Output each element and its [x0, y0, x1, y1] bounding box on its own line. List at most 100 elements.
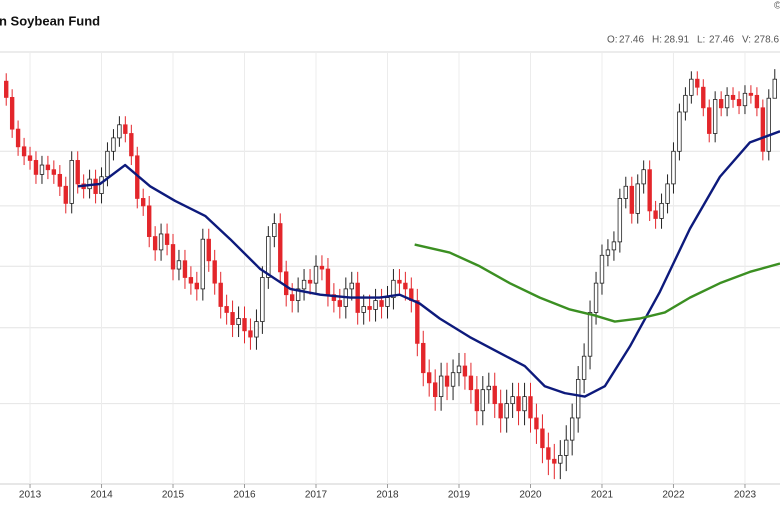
candle-body: [152, 236, 158, 251]
candle-body: [337, 300, 342, 307]
candle-body: [635, 183, 640, 214]
candle-body: [742, 92, 748, 107]
candle-body: [415, 300, 420, 344]
header-value: 28.91: [664, 35, 689, 46]
candle-body: [278, 223, 283, 273]
header-label: L:: [697, 35, 705, 46]
candle-body: [766, 97, 771, 152]
candle-body: [129, 133, 134, 157]
candle-body: [242, 318, 247, 332]
candle-body: [319, 265, 325, 270]
candle-body: [218, 282, 223, 307]
candle-body: [63, 185, 68, 204]
candle-body: [456, 365, 462, 374]
candle-body: [123, 124, 128, 134]
candle-body: [462, 365, 468, 377]
header-value: 27.46: [619, 35, 644, 46]
candle-body: [748, 92, 754, 96]
candle-body: [117, 124, 122, 139]
candle-body: [57, 173, 63, 187]
candle-body: [736, 99, 742, 107]
candle-body: [629, 185, 634, 214]
candle-body: [772, 78, 777, 99]
candle-body: [438, 375, 444, 398]
candle-body: [534, 417, 539, 430]
candle-body: [665, 183, 670, 204]
candle-body: [617, 198, 623, 243]
candle-body: [754, 94, 760, 109]
candle-body: [581, 355, 587, 380]
x-tick-label: 2021: [591, 490, 614, 501]
candle-body: [432, 382, 438, 398]
candle-body: [510, 396, 515, 405]
x-tick-label: 2015: [162, 490, 185, 501]
x-tick-label: 2017: [305, 490, 328, 501]
candle-body: [426, 372, 432, 384]
candle-body: [569, 417, 575, 441]
candle-body: [27, 155, 33, 161]
candle-body: [39, 164, 45, 175]
candle-body: [707, 107, 712, 134]
candle-body: [492, 385, 497, 405]
candle-body: [325, 268, 331, 296]
candle-body: [260, 277, 265, 322]
candle-body: [230, 312, 235, 326]
candle-body: [444, 375, 450, 387]
x-tick-label: 2022: [662, 490, 685, 501]
candle-body: [373, 300, 378, 310]
candle-body: [641, 169, 646, 185]
candle-body: [587, 312, 593, 357]
candle-body: [367, 306, 372, 310]
moving-average-line: [77, 130, 780, 398]
header-label: O:: [607, 35, 618, 46]
candle-body: [605, 249, 611, 256]
candle-body: [528, 396, 533, 419]
candle-body: [540, 428, 545, 449]
candle-body: [212, 260, 217, 284]
candle-body: [689, 78, 694, 96]
candle-body: [295, 288, 301, 301]
candle-body: [730, 94, 736, 100]
candle-body: [450, 372, 456, 387]
candle-body: [69, 160, 74, 204]
header-value: 27.46: [709, 35, 734, 46]
candle-body: [164, 233, 170, 245]
candle-body: [718, 99, 724, 109]
candle-body: [760, 107, 766, 152]
candle-body: [51, 169, 57, 175]
candle-body: [421, 342, 426, 374]
candle-body: [254, 321, 259, 338]
candle-body: [224, 306, 229, 313]
candles: [4, 69, 777, 480]
header-label: V:: [742, 35, 751, 46]
candle-body: [671, 150, 676, 185]
chart-title: n Soybean Fund: [0, 13, 100, 28]
candle-body: [236, 318, 241, 326]
candle-body: [593, 282, 599, 313]
candle-body: [21, 146, 27, 157]
candle-body: [158, 233, 164, 251]
candle-body: [141, 198, 146, 207]
candle-body: [188, 277, 194, 284]
candle-body: [331, 294, 337, 301]
candle-body: [361, 306, 366, 313]
candle-body: [170, 244, 176, 270]
candle-body: [200, 238, 206, 290]
candle-body: [182, 260, 188, 278]
candle-body: [468, 375, 474, 391]
candle-body: [701, 86, 706, 109]
candle-body: [4, 80, 9, 98]
candle-body: [558, 455, 563, 464]
corner-mark: ©: [774, 1, 780, 12]
candle-body: [611, 241, 617, 251]
x-tick-label: 2020: [519, 490, 542, 501]
candle-body: [93, 178, 98, 194]
candle-body: [575, 379, 581, 419]
candle-body: [194, 282, 200, 290]
candle-body: [546, 447, 551, 460]
candle-body: [111, 137, 116, 152]
candle-body: [99, 176, 104, 194]
x-tick-label: 2013: [19, 490, 42, 501]
